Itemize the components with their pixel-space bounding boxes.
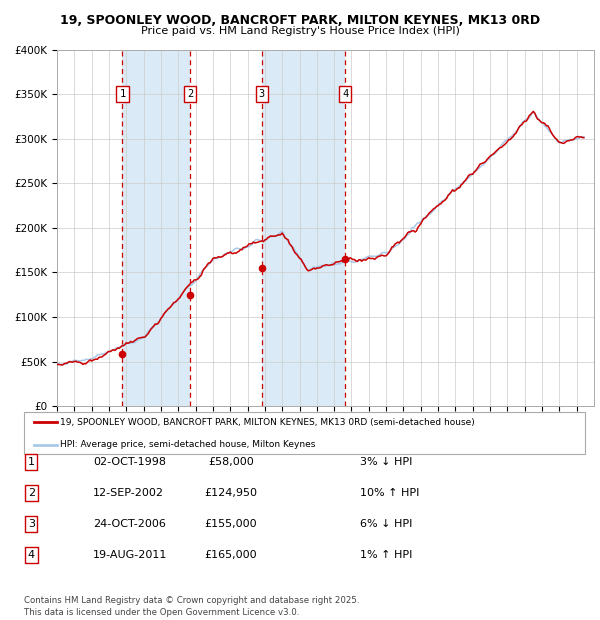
Text: 19-AUG-2011: 19-AUG-2011 <box>93 550 167 560</box>
Text: Contains HM Land Registry data © Crown copyright and database right 2025.
This d: Contains HM Land Registry data © Crown c… <box>24 596 359 617</box>
Text: 12-SEP-2002: 12-SEP-2002 <box>93 488 164 498</box>
Text: £124,950: £124,950 <box>205 488 257 498</box>
Text: £58,000: £58,000 <box>208 457 254 467</box>
Text: 3: 3 <box>259 89 265 99</box>
Bar <box>262 50 345 406</box>
Text: 2: 2 <box>28 488 35 498</box>
Text: 02-OCT-1998: 02-OCT-1998 <box>93 457 166 467</box>
Text: 2: 2 <box>187 89 194 99</box>
Text: 1% ↑ HPI: 1% ↑ HPI <box>360 550 412 560</box>
FancyBboxPatch shape <box>24 412 585 454</box>
Text: £165,000: £165,000 <box>205 550 257 560</box>
Text: 19, SPOONLEY WOOD, BANCROFT PARK, MILTON KEYNES, MK13 0RD: 19, SPOONLEY WOOD, BANCROFT PARK, MILTON… <box>60 14 540 27</box>
Bar <box>122 50 190 406</box>
Text: 1: 1 <box>119 89 125 99</box>
Text: 4: 4 <box>342 89 348 99</box>
Text: 1: 1 <box>28 457 35 467</box>
Text: 3% ↓ HPI: 3% ↓ HPI <box>360 457 412 467</box>
Text: 19, SPOONLEY WOOD, BANCROFT PARK, MILTON KEYNES, MK13 0RD (semi-detached house): 19, SPOONLEY WOOD, BANCROFT PARK, MILTON… <box>61 418 475 427</box>
Text: 4: 4 <box>28 550 35 560</box>
Text: 10% ↑ HPI: 10% ↑ HPI <box>360 488 419 498</box>
Text: Price paid vs. HM Land Registry's House Price Index (HPI): Price paid vs. HM Land Registry's House … <box>140 26 460 36</box>
Text: HPI: Average price, semi-detached house, Milton Keynes: HPI: Average price, semi-detached house,… <box>61 440 316 449</box>
Text: £155,000: £155,000 <box>205 519 257 529</box>
Text: 24-OCT-2006: 24-OCT-2006 <box>93 519 166 529</box>
Text: 3: 3 <box>28 519 35 529</box>
Text: 6% ↓ HPI: 6% ↓ HPI <box>360 519 412 529</box>
